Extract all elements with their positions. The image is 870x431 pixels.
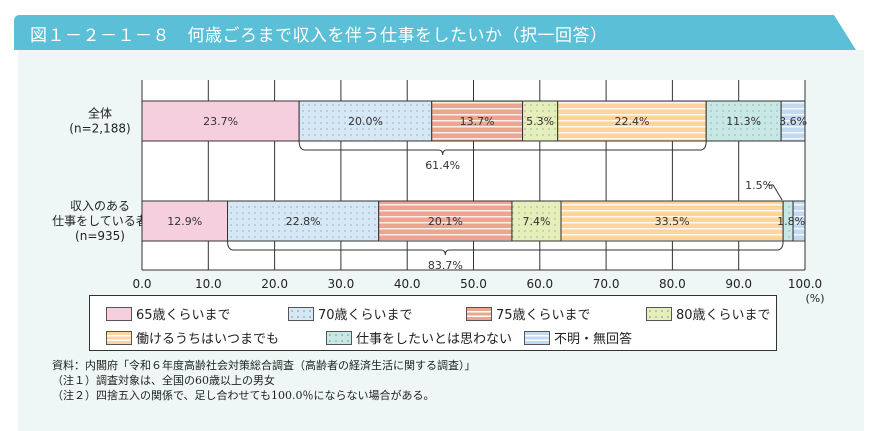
x-tick-label: 0.0 <box>132 277 151 291</box>
data-label: 22.8% <box>286 215 321 228</box>
bar-segment <box>792 200 806 242</box>
x-tick-label: 80.0 <box>659 277 686 291</box>
category-label: (n=935) <box>75 229 125 243</box>
legend-item: 不明・無回答 <box>524 328 632 347</box>
bracket <box>227 240 784 256</box>
legend-label: 80歳くらいまで <box>676 308 771 323</box>
legend-label: 75歳くらいまで <box>496 308 591 323</box>
data-label: 23.7% <box>203 115 238 128</box>
bar-segment <box>780 100 806 142</box>
data-label: 12.9% <box>167 215 202 228</box>
bar-segment <box>378 200 513 242</box>
note-1: （注１）調査対象は、全国の60歳以上の男女 <box>52 374 275 387</box>
legend-label: 65歳くらいまで <box>136 308 231 323</box>
bar-segment <box>141 200 229 242</box>
bracket-label: 61.4% <box>425 159 460 172</box>
legend-item: 80歳くらいまで <box>646 304 771 323</box>
bar-segment <box>522 100 559 142</box>
data-label: 11.3% <box>726 115 761 128</box>
legend-item: 仕事をしたいとは思わない <box>326 328 512 347</box>
legend-swatch <box>326 330 352 345</box>
x-tick-label: 50.0 <box>460 277 487 291</box>
x-tick-label: 20.0 <box>261 277 288 291</box>
data-label: 33.5% <box>655 215 690 228</box>
legend-swatch <box>646 306 672 321</box>
category-label: 収入のある <box>70 199 130 213</box>
source-note: 資料：内閣府「令和６年度高齢社会対策総合調査（高齢者の経済生活に関する調査）」 <box>52 359 476 372</box>
legend-swatch <box>288 306 314 321</box>
data-label: 20.1% <box>428 215 463 228</box>
data-label: 20.0% <box>348 115 383 128</box>
legend-item: 65歳くらいまで <box>106 304 231 323</box>
x-tick-label: 70.0 <box>593 277 620 291</box>
legend-swatch <box>106 306 132 321</box>
bar-segment <box>705 100 782 142</box>
x-tick-label: 90.0 <box>725 277 752 291</box>
legend-swatch <box>466 306 492 321</box>
legend-item: 働けるうちはいつまでも <box>106 328 279 347</box>
data-label: 7.4% <box>523 215 551 228</box>
x-tick-label: 100.0 <box>788 277 822 291</box>
legend-label: 働けるうちはいつまでも <box>136 332 280 347</box>
legend-swatch <box>106 330 132 345</box>
legend-label: 70歳くらいまで <box>318 308 413 323</box>
category-label: 仕事をしている者 <box>52 214 148 228</box>
leader-line <box>767 184 783 201</box>
data-label: 13.7% <box>460 115 495 128</box>
bracket-label: 83.7% <box>428 259 463 272</box>
data-label: 5.3% <box>526 115 554 128</box>
data-label: 1.8% <box>777 215 805 228</box>
category-label: (n=2,188) <box>69 122 130 136</box>
data-label: 22.4% <box>614 115 649 128</box>
legend: 65歳くらいまで 70歳くらいまで 75歳くらいまで 80歳くらいまで働けるうちはいつ… <box>89 295 777 351</box>
x-unit: (%) <box>805 292 824 305</box>
data-label: 3.6% <box>779 115 807 128</box>
chart-title: 図１－２－１－８ 何歳ごろまで収入を伴う仕事をしたいか（択一回答） <box>30 26 608 46</box>
legend-item: 75歳くらいまで <box>466 304 591 323</box>
data-label: 1.5% <box>745 179 773 192</box>
category-label: 全体 <box>88 106 112 121</box>
bracket <box>298 140 707 156</box>
bar-segment <box>557 100 707 142</box>
x-tick-label: 10.0 <box>195 277 222 291</box>
x-tick-label: 60.0 <box>526 277 553 291</box>
legend-label: 仕事をしたいとは思わない <box>356 332 513 347</box>
bar-segment <box>141 100 300 142</box>
title-banner <box>14 15 856 50</box>
legend-item: 70歳くらいまで <box>288 304 413 323</box>
note-2: （注２）四捨五入の関係で、足し合わせても100.0％にならない場合がある。 <box>52 389 435 402</box>
legend-swatch <box>524 330 550 345</box>
bar-segment <box>298 100 433 142</box>
notes: 資料：内閣府「令和６年度高齢社会対策総合調査（高齢者の経済生活に関する調査）」 … <box>52 358 476 403</box>
x-tick-label: 30.0 <box>328 277 355 291</box>
x-tick-label: 40.0 <box>394 277 421 291</box>
bar-segment <box>227 200 380 242</box>
bar-segment <box>560 200 784 242</box>
legend-label: 不明・無回答 <box>554 332 633 347</box>
